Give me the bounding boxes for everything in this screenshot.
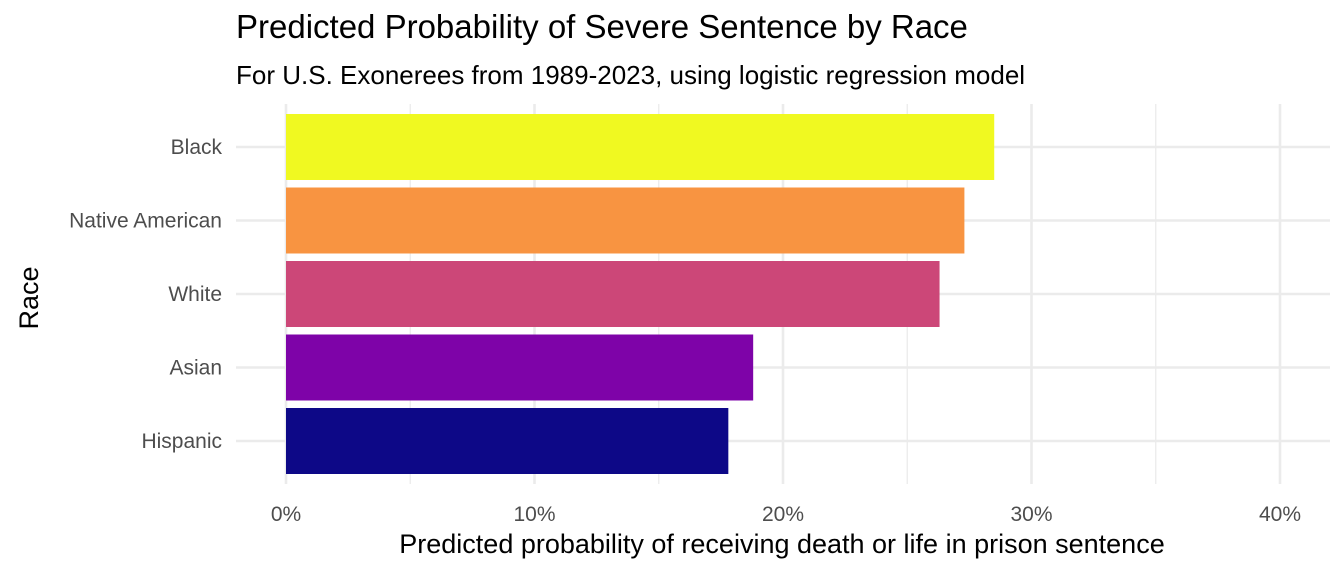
bar-hispanic: [286, 408, 729, 474]
y-tick-label: White: [168, 283, 222, 306]
y-tick-label: Black: [171, 136, 223, 159]
bar-white: [286, 261, 940, 327]
x-tick-label: 20%: [762, 503, 804, 526]
x-tick-label: 10%: [513, 503, 555, 526]
y-tick-label: Hispanic: [141, 430, 222, 453]
chart-title: Predicted Probability of Severe Sentence…: [236, 8, 968, 45]
y-tick-label: Native American: [69, 210, 222, 233]
x-axis-tick-labels: 0% 10% 20% 30% 40%: [271, 503, 1301, 526]
bar-native-american: [286, 187, 965, 254]
chart-subtitle: For U.S. Exonerees from 1989-2023, using…: [236, 60, 1026, 90]
y-axis-title: Race: [14, 266, 44, 329]
x-tick-label: 30%: [1010, 503, 1052, 526]
x-axis-title: Predicted probability of receiving death…: [399, 529, 1164, 559]
bar-black: [286, 114, 995, 180]
y-axis-tick-labels: Black Native American White Asian Hispanic: [69, 136, 222, 453]
x-tick-label: 0%: [271, 503, 301, 526]
x-tick-label: 40%: [1259, 503, 1301, 526]
bar-asian: [286, 334, 754, 401]
bars: [286, 114, 995, 474]
y-tick-label: Asian: [169, 357, 222, 380]
